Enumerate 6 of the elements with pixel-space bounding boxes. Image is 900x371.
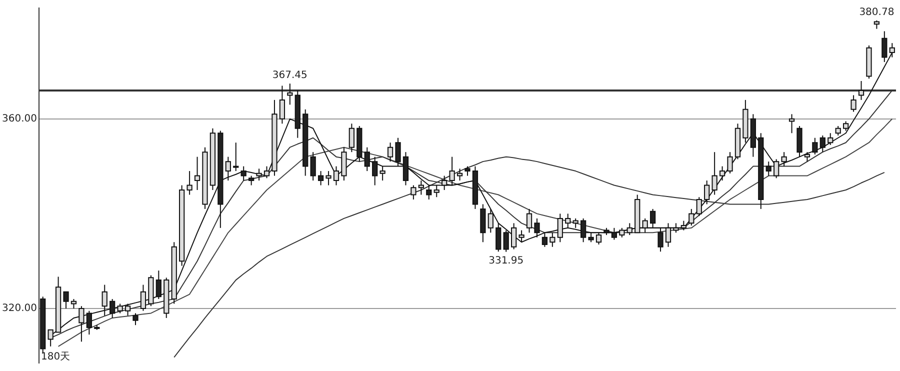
y-tick-label: 360.00: [2, 114, 37, 124]
y-tick-label: 320.00: [2, 303, 37, 314]
annotation: 180天: [40, 352, 70, 363]
annotation: 380.78: [859, 7, 894, 18]
annotation: 367.45: [272, 70, 308, 82]
annotation: 331.95: [488, 255, 524, 266]
